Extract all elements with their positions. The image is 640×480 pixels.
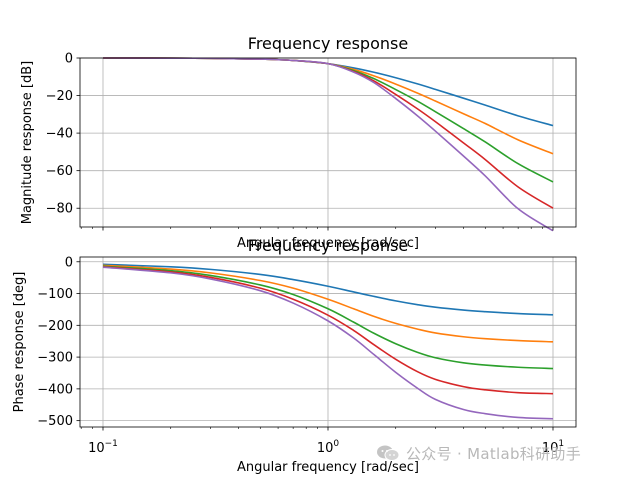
series-line-order-6 bbox=[102, 57, 554, 232]
magnitude-lines bbox=[102, 57, 554, 232]
phase-axes: 10−1 100 101 0−100−200−300−400−500 Frequen… bbox=[12, 236, 577, 475]
phase-grid bbox=[80, 257, 576, 427]
y-tick-label: −40 bbox=[46, 127, 73, 142]
phase-title: Frequency response bbox=[248, 236, 408, 255]
series-line-order-2 bbox=[102, 263, 554, 316]
y-tick-label: −300 bbox=[37, 351, 73, 366]
series-line-order-4 bbox=[102, 265, 554, 370]
magnitude-x-ticks bbox=[80, 227, 554, 231]
series-line-order-3 bbox=[102, 264, 554, 343]
wechat-icon bbox=[376, 444, 400, 462]
phase-lines bbox=[102, 263, 554, 420]
phase-x-label: Angular frequency [rad/sec] bbox=[237, 460, 419, 475]
y-tick-label: −100 bbox=[37, 287, 73, 302]
y-tick-label: −20 bbox=[46, 89, 73, 104]
magnitude-y-label: Magnitude response [dB] bbox=[20, 61, 35, 225]
y-tick-label: 0 bbox=[65, 255, 73, 270]
watermark: 公众号 · Matlab科研助手 bbox=[376, 442, 581, 464]
magnitude-axes: 0 −20 −40 −60 −80 Frequency response Angular… bbox=[20, 34, 577, 251]
y-tick-label: −200 bbox=[37, 319, 73, 334]
magnitude-y-ticks: 0 −20 −40 −60 −80 bbox=[46, 52, 80, 217]
y-tick-label: −400 bbox=[37, 382, 73, 397]
y-tick-label: −500 bbox=[37, 414, 73, 429]
series-line-order-5 bbox=[102, 266, 554, 395]
series-line-order-6 bbox=[102, 266, 554, 420]
phase-y-ticks: 0 −100 −200 −300 −400 −500 bbox=[37, 255, 80, 429]
y-tick-label: −80 bbox=[46, 202, 73, 217]
phase-y-label: Phase response [deg] bbox=[12, 272, 27, 413]
magnitude-title: Frequency response bbox=[248, 34, 408, 53]
y-tick-label: 0 bbox=[65, 52, 73, 67]
y-tick-label: −60 bbox=[46, 164, 73, 179]
magnitude-x-label: Angular frequency [rad/sec] bbox=[237, 236, 419, 251]
watermark-text: 公众号 · Matlab科研助手 bbox=[406, 444, 582, 463]
